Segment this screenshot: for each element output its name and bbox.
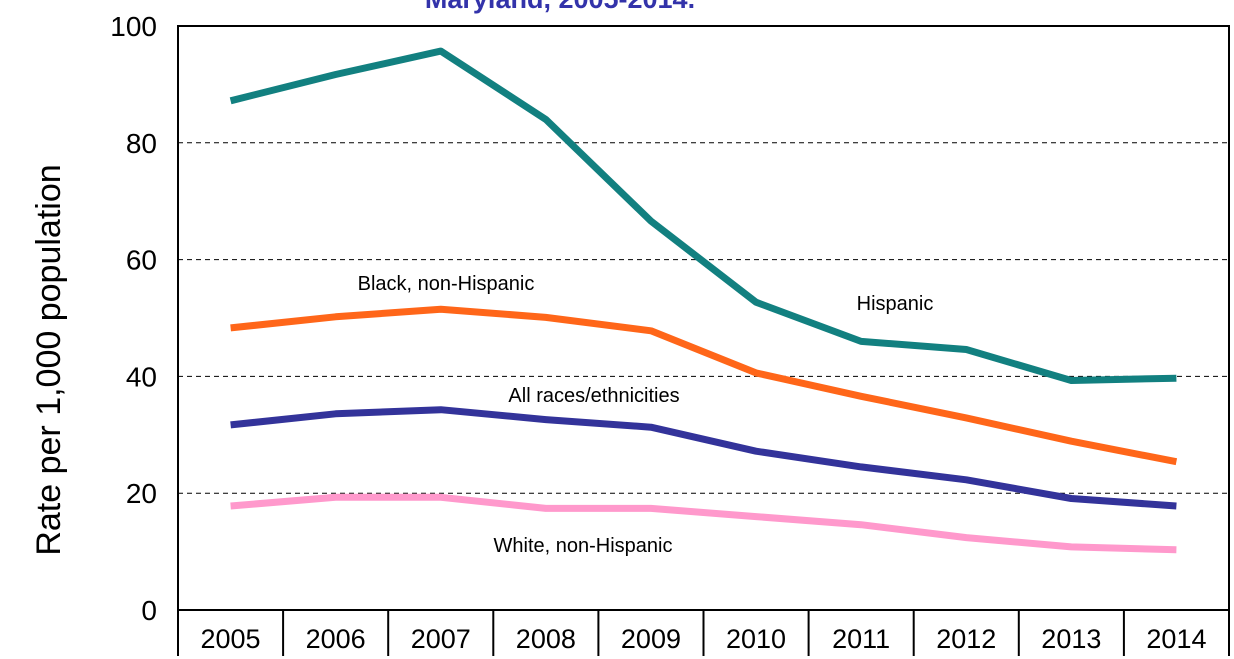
- series-label: White, non-Hispanic: [494, 535, 673, 557]
- y-tick-label: 100: [110, 11, 157, 42]
- y-tick-label: 20: [126, 478, 157, 509]
- x-category-label: 2013: [1041, 624, 1101, 654]
- y-tick-label: 40: [126, 361, 157, 392]
- series-line: [230, 406, 1177, 510]
- chart-title: Maryland, 2005-2014.: [425, 0, 695, 14]
- x-category-label: 2010: [726, 624, 786, 654]
- x-category-label: 2006: [306, 624, 366, 654]
- x-category-label: 2014: [1146, 624, 1206, 654]
- series-lines: [229, 47, 1178, 554]
- x-category-label: 2011: [832, 624, 890, 654]
- x-category-label: 2005: [201, 624, 261, 654]
- series-line: [229, 47, 1177, 384]
- series-line: [230, 493, 1177, 554]
- y-tick-label: 80: [126, 128, 157, 159]
- x-category-label: 2007: [411, 624, 471, 654]
- series-label: Hispanic: [857, 293, 934, 315]
- y-tick-labels: 0 20 40 60 80 100: [110, 11, 157, 626]
- series-line: [230, 305, 1178, 466]
- x-category-label: 2009: [621, 624, 681, 654]
- series-label: All races/ethnicities: [508, 385, 679, 407]
- y-tick-label: 0: [141, 595, 157, 626]
- series-label: Black, non-Hispanic: [358, 273, 535, 295]
- y-axis-label: Rate per 1,000 population: [30, 164, 68, 555]
- y-tick-label: 60: [126, 245, 157, 276]
- category-table: 2005 2006 2007 2008 2009 2010 2011 2012 2013 2014: [177, 610, 1230, 656]
- series-labels: Hispanic Black, non-Hispanic All races/eth…: [358, 273, 934, 557]
- x-category-label: 2008: [516, 624, 576, 654]
- x-category-label: 2012: [936, 624, 996, 654]
